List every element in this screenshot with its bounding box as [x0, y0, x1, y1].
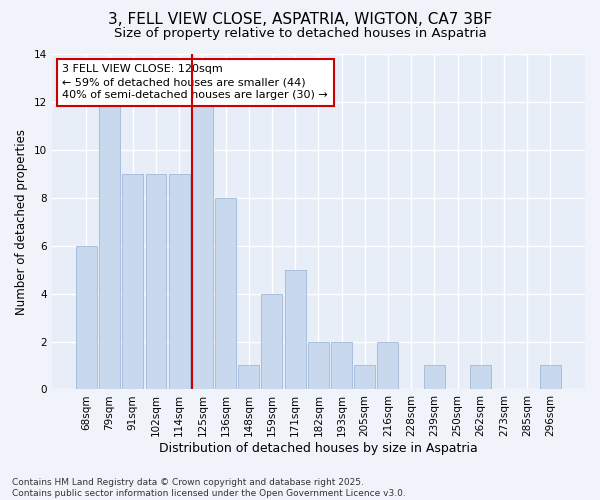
- Bar: [331, 342, 352, 390]
- X-axis label: Distribution of detached houses by size in Aspatria: Distribution of detached houses by size …: [159, 442, 478, 455]
- Text: Contains HM Land Registry data © Crown copyright and database right 2025.
Contai: Contains HM Land Registry data © Crown c…: [12, 478, 406, 498]
- Text: Size of property relative to detached houses in Aspatria: Size of property relative to detached ho…: [113, 28, 487, 40]
- Bar: [76, 246, 97, 390]
- Bar: [540, 366, 561, 390]
- Y-axis label: Number of detached properties: Number of detached properties: [15, 128, 28, 314]
- Text: 3, FELL VIEW CLOSE, ASPATRIA, WIGTON, CA7 3BF: 3, FELL VIEW CLOSE, ASPATRIA, WIGTON, CA…: [108, 12, 492, 28]
- Bar: [122, 174, 143, 390]
- Bar: [354, 366, 375, 390]
- Bar: [169, 174, 190, 390]
- Bar: [192, 102, 213, 390]
- Bar: [215, 198, 236, 390]
- Bar: [377, 342, 398, 390]
- Bar: [308, 342, 329, 390]
- Bar: [99, 102, 120, 390]
- Text: 3 FELL VIEW CLOSE: 120sqm
← 59% of detached houses are smaller (44)
40% of semi-: 3 FELL VIEW CLOSE: 120sqm ← 59% of detac…: [62, 64, 328, 100]
- Bar: [424, 366, 445, 390]
- Bar: [238, 366, 259, 390]
- Bar: [262, 294, 283, 390]
- Bar: [146, 174, 166, 390]
- Bar: [470, 366, 491, 390]
- Bar: [284, 270, 305, 390]
